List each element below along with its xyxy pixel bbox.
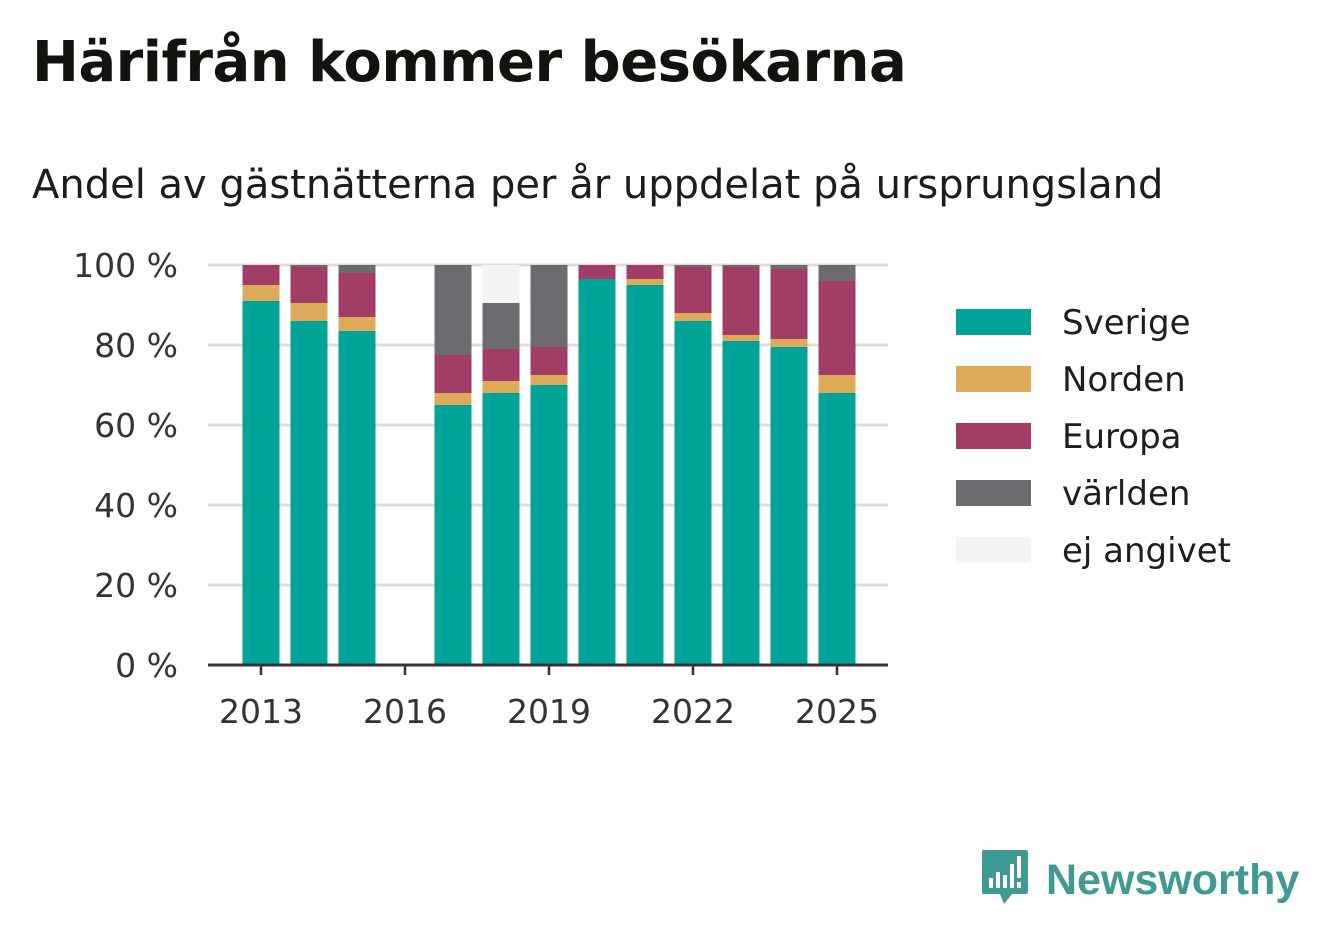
bar-segment	[482, 393, 520, 665]
bar-segment	[722, 335, 760, 341]
bar-segment	[482, 349, 520, 381]
y-tick-label: 0 %	[115, 646, 178, 685]
chart-subtitle: Andel av gästnätterna per år uppdelat på…	[32, 162, 1164, 208]
bar-segment	[530, 375, 568, 385]
legend: Sverige Norden Europa världen ej angivet	[956, 303, 1231, 571]
bar-segment	[770, 339, 808, 347]
bar-segment	[530, 347, 568, 375]
bar-segment	[338, 273, 376, 317]
legend-swatch	[956, 537, 1031, 563]
bar-segment	[770, 265, 808, 269]
bar-segment	[290, 303, 328, 321]
y-tick-label: 40 %	[94, 486, 178, 525]
x-axis: 2013 2016 2019 2022 2025	[208, 663, 888, 731]
bar-segment	[818, 393, 856, 665]
y-tick-label: 80 %	[94, 326, 178, 365]
bar-segment	[338, 331, 376, 665]
bar-segment	[674, 321, 712, 665]
x-tick-label: 2016	[363, 692, 447, 731]
legend-swatch	[956, 309, 1031, 335]
bar-segment	[338, 265, 376, 273]
brand-logo: Newsworthy	[980, 848, 1299, 912]
y-tick-label: 100 %	[73, 246, 178, 285]
legend-swatch	[956, 480, 1031, 506]
bar-segment	[338, 317, 376, 331]
legend-label: Europa	[1062, 417, 1181, 457]
x-tick-label: 2025	[795, 692, 879, 731]
bar-segment	[578, 279, 616, 665]
legend-label: Norden	[1062, 360, 1186, 400]
bar-segment	[674, 265, 712, 267]
x-tick-label: 2019	[507, 692, 591, 731]
bar-segment	[434, 265, 472, 355]
bar-segment	[626, 279, 664, 285]
bar-segment	[722, 265, 760, 267]
bar-segment	[434, 355, 472, 393]
brand-name: Newsworthy	[1046, 855, 1300, 904]
bar-segment	[770, 347, 808, 665]
bar-segment	[242, 285, 280, 301]
y-tick-label: 60 %	[94, 406, 178, 445]
bar-segment	[242, 265, 280, 285]
bar-segment	[674, 313, 712, 321]
bar-segment	[530, 265, 568, 347]
bar-segment	[530, 385, 568, 665]
x-tick-label: 2013	[219, 692, 303, 731]
legend-label: ej angivet	[1062, 531, 1231, 571]
legend-label: Sverige	[1062, 303, 1191, 343]
bar-segment	[674, 267, 712, 313]
legend-swatch	[956, 423, 1031, 449]
bar-segment	[290, 321, 328, 665]
bar-segment	[770, 269, 808, 339]
y-axis: 0 % 20 % 40 % 60 % 80 % 100 %	[73, 246, 178, 685]
legend-swatch	[956, 366, 1031, 392]
bar-segment	[818, 265, 856, 281]
bar-segment	[818, 281, 856, 375]
bar-segment	[482, 303, 520, 349]
bar-segment	[626, 285, 664, 665]
bar-segment	[482, 381, 520, 393]
bar-segment	[482, 265, 520, 303]
bar-segment	[242, 301, 280, 665]
bar-segment	[722, 267, 760, 335]
bar-segment	[722, 341, 760, 665]
bar-segment	[626, 265, 664, 279]
y-tick-label: 20 %	[94, 566, 178, 605]
newsworthy-logo-icon	[980, 848, 1030, 912]
bar-segment	[290, 267, 328, 303]
bar-segment	[290, 265, 328, 267]
legend-label: världen	[1062, 474, 1190, 514]
bars	[242, 265, 856, 665]
bar-segment	[434, 393, 472, 405]
bar-segment	[578, 265, 616, 279]
x-tick-label: 2022	[651, 692, 735, 731]
bar-segment	[818, 375, 856, 393]
chart-title: Härifrån kommer besökarna	[32, 30, 907, 95]
bar-segment	[434, 405, 472, 665]
